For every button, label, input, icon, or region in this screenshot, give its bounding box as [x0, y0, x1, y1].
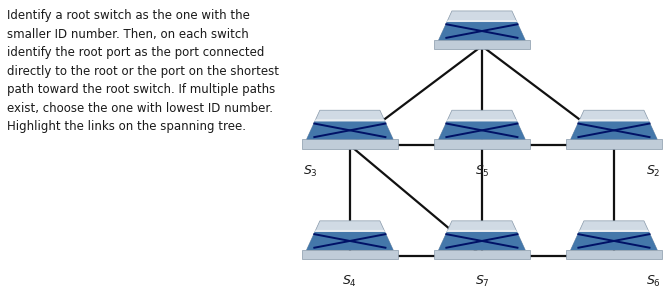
Polygon shape	[570, 110, 657, 139]
Polygon shape	[439, 110, 525, 139]
Polygon shape	[439, 11, 525, 40]
Polygon shape	[447, 119, 517, 121]
Polygon shape	[307, 121, 394, 139]
Text: $S_{4}$: $S_{4}$	[342, 274, 358, 289]
Polygon shape	[434, 40, 530, 49]
Polygon shape	[566, 250, 662, 259]
Polygon shape	[307, 232, 394, 250]
Polygon shape	[579, 230, 649, 232]
Polygon shape	[439, 232, 525, 250]
Text: $S_{2}$: $S_{2}$	[646, 164, 660, 179]
Polygon shape	[307, 110, 394, 139]
Polygon shape	[315, 119, 385, 121]
Polygon shape	[302, 139, 398, 149]
Text: Identify a root switch as the one with the
smaller ID number. Then, on each swit: Identify a root switch as the one with t…	[7, 9, 279, 133]
Polygon shape	[447, 230, 517, 232]
Polygon shape	[315, 230, 385, 232]
Text: $S_{3}$: $S_{3}$	[303, 164, 318, 179]
Text: $S_{5}$: $S_{5}$	[474, 164, 490, 179]
Polygon shape	[570, 232, 657, 250]
Text: $S_{7}$: $S_{7}$	[474, 274, 490, 289]
Polygon shape	[439, 121, 525, 139]
Polygon shape	[439, 221, 525, 250]
Polygon shape	[307, 221, 394, 250]
Text: $S_{1}$: $S_{1}$	[475, 25, 489, 40]
Polygon shape	[434, 250, 530, 259]
Polygon shape	[570, 121, 657, 139]
Polygon shape	[439, 22, 525, 40]
Polygon shape	[570, 221, 657, 250]
Polygon shape	[447, 20, 517, 22]
Polygon shape	[302, 250, 398, 259]
Text: $S_{6}$: $S_{6}$	[646, 274, 660, 289]
Polygon shape	[579, 119, 649, 121]
Polygon shape	[434, 139, 530, 149]
Polygon shape	[566, 139, 662, 149]
